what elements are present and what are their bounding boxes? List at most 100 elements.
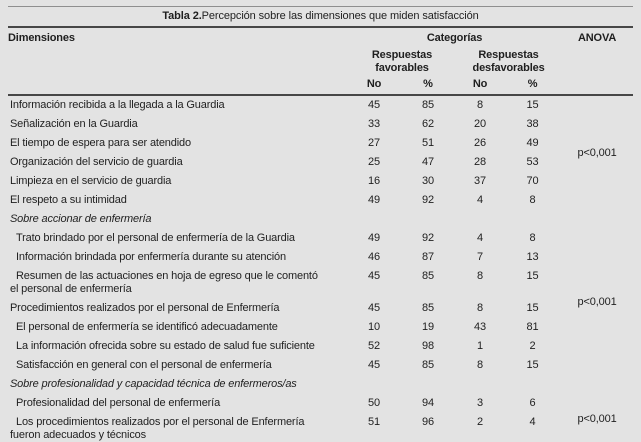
favorable-percent: 19 — [422, 321, 434, 333]
table-caption: Percepción sobre las dimensiones que mid… — [201, 10, 479, 22]
table-row: Resumen de las actuaciones en hoja de eg… — [8, 267, 633, 299]
dimension-label: Limpieza en el servicio de guardia — [10, 175, 172, 187]
col-header-no-desfavorable: No — [456, 76, 504, 96]
favorable-percent: 30 — [422, 175, 434, 187]
favorable-count: 45 — [368, 99, 380, 111]
col-header-no-favorable: No — [348, 76, 400, 96]
table-row: El tiempo de espera para ser atendido 27… — [8, 134, 633, 153]
unfavorable-percent: 8 — [529, 194, 536, 206]
dimension-label: Organización del servicio de guardia — [10, 156, 183, 168]
table-row: Información brindada por enfermería dura… — [8, 248, 633, 267]
col-header-pct-favorable: % — [400, 76, 456, 96]
unfavorable-count: 8 — [477, 359, 483, 371]
table-row: Satisfacción en general con el personal … — [8, 356, 633, 375]
favorable-percent: 85 — [422, 359, 434, 371]
table-row: Organización del servicio de guardia 25 … — [8, 153, 633, 172]
table-row: El personal de enfermería se identificó … — [8, 318, 633, 337]
unfavorable-percent: 6 — [529, 397, 536, 409]
favorable-percent: 92 — [422, 232, 434, 244]
dimension-label: Resumen de las actuaciones en hoja de eg… — [10, 270, 318, 295]
favorable-percent: 96 — [422, 416, 434, 428]
header-row-measures: No % No % — [8, 76, 634, 96]
unfavorable-count: 28 — [474, 156, 486, 168]
favorable-count: 50 — [368, 397, 380, 409]
spacer-cell — [561, 76, 634, 96]
subheader-respuestas-desfavorables: Respuestas desfavorables — [472, 49, 545, 74]
favorable-count: 45 — [368, 359, 380, 371]
unfavorable-count: 8 — [477, 270, 483, 282]
unfavorable-count: 37 — [474, 175, 486, 187]
anova-value: p<0,001 — [577, 295, 617, 308]
unfavorable-percent: 4 — [529, 416, 536, 428]
favorable-count: 45 — [368, 270, 380, 282]
unfavorable-percent: 53 — [526, 156, 539, 168]
unfavorable-percent: 70 — [526, 175, 539, 187]
dimension-label: Información brindada por enfermería dura… — [16, 251, 286, 263]
spacer-cell — [8, 76, 348, 96]
table-row: La información ofrecida sobre su estado … — [8, 337, 633, 356]
unfavorable-count: 4 — [477, 232, 483, 244]
table-row: Profesionalidad del personal de enfermer… — [8, 394, 633, 425]
col-header-anova: ANOVA — [577, 32, 617, 44]
favorable-count: 52 — [368, 340, 380, 352]
dimension-label: Profesionalidad del personal de enfermer… — [16, 397, 221, 409]
favorable-count: 33 — [368, 118, 380, 130]
favorable-count: 49 — [368, 232, 380, 244]
spacer-cell — [8, 47, 348, 76]
unfavorable-count: 8 — [477, 302, 483, 314]
favorable-percent: 47 — [422, 156, 434, 168]
unfavorable-percent: 8 — [529, 232, 536, 244]
table-number: Tabla 2. — [162, 10, 202, 22]
favorable-percent: 85 — [422, 99, 434, 111]
anova-value: p<0,001 — [577, 413, 617, 425]
unfavorable-count: 3 — [477, 397, 483, 409]
unfavorable-percent: 49 — [526, 137, 539, 149]
col-header-dimensiones: Dimensiones — [8, 32, 75, 44]
section-header-row: Sobre profesionalidad y capacidad técnic… — [8, 375, 633, 394]
favorable-percent: 87 — [422, 251, 434, 263]
table-row: Trato brindado por el personal de enferm… — [8, 229, 633, 308]
subheader-respuestas-favorables: Respuestas favorables — [371, 49, 433, 74]
favorable-count: 51 — [368, 416, 380, 428]
dimension-label: Procedimientos realizados por el persona… — [10, 302, 280, 314]
unfavorable-count: 43 — [474, 321, 486, 333]
favorable-count: 46 — [368, 251, 380, 263]
unfavorable-percent: 2 — [529, 340, 536, 352]
favorable-count: 49 — [368, 194, 380, 206]
favorable-percent: 62 — [422, 118, 434, 130]
section-header-row: Sobre accionar de enfermería — [8, 210, 633, 229]
header-row-groups: Respuestas favorables Respuestas desfavo… — [8, 47, 633, 76]
table-row: Procedimientos realizados por el persona… — [8, 299, 633, 318]
satisfaction-table: Dimensiones Categorías ANOVA Respuestas … — [8, 28, 634, 442]
dimension-label: El respeto a su intimidad — [10, 194, 127, 206]
unfavorable-count: 2 — [477, 416, 483, 428]
unfavorable-percent: 15 — [526, 359, 539, 371]
unfavorable-count: 8 — [477, 99, 483, 111]
unfavorable-percent: 81 — [526, 321, 539, 333]
unfavorable-percent: 13 — [526, 251, 539, 263]
anova-value: p<0,001 — [577, 146, 617, 159]
col-header-pct-desfavorable: % — [504, 76, 562, 96]
favorable-percent: 85 — [422, 270, 434, 282]
dimension-label: Trato brindado por el personal de enferm… — [16, 232, 295, 244]
table-row: Los procedimientos realizados por el per… — [8, 413, 633, 442]
favorable-percent: 85 — [422, 302, 434, 314]
table-row: Señalización en la Guardia 33 62 20 38 — [8, 115, 633, 134]
dimension-label: Información recibida a la llegada a la G… — [10, 99, 225, 111]
favorable-count: 25 — [368, 156, 380, 168]
favorable-percent: 92 — [422, 194, 434, 206]
header-row-top: Dimensiones Categorías ANOVA — [8, 28, 633, 47]
favorable-percent: 98 — [422, 340, 434, 352]
table-title: Tabla 2.Percepción sobre las dimensiones… — [8, 6, 633, 28]
spacer-cell — [561, 47, 633, 76]
favorable-count: 27 — [368, 137, 380, 149]
unfavorable-count: 1 — [477, 340, 483, 352]
table-row: Limpieza en el servicio de guardia 16 30… — [8, 172, 633, 191]
unfavorable-percent: 38 — [526, 118, 539, 130]
unfavorable-percent: 15 — [526, 302, 539, 314]
unfavorable-count: 20 — [474, 118, 486, 130]
favorable-count: 16 — [368, 175, 380, 187]
section-header: Sobre profesionalidad y capacidad técnic… — [10, 378, 297, 390]
favorable-percent: 94 — [422, 397, 434, 409]
dimension-label: La información ofrecida sobre su estado … — [16, 340, 315, 352]
